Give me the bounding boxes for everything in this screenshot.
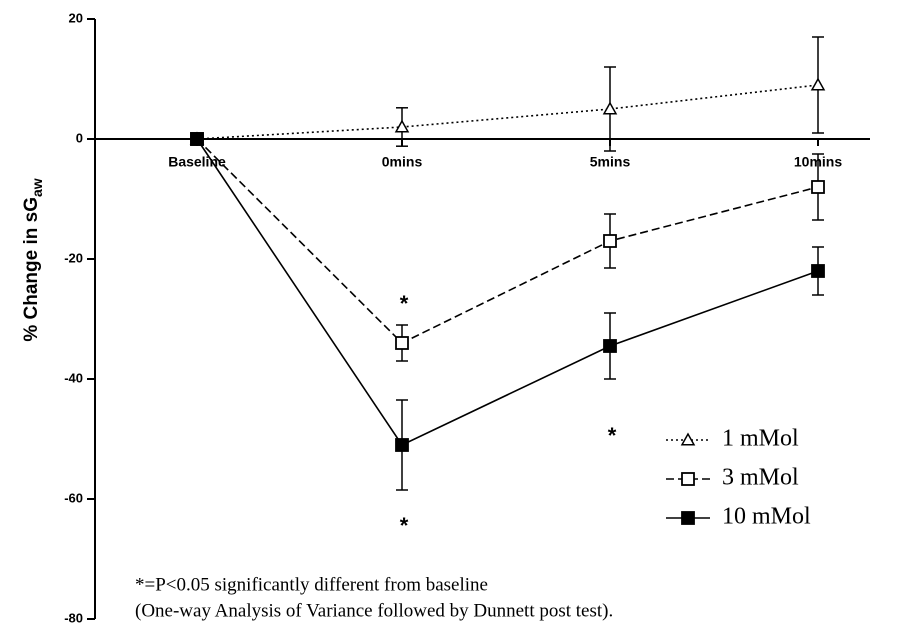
legend-label: 3 mMol [722,465,799,491]
series-line [196,138,819,344]
legend-marker [680,432,696,446]
y-axis-label-text: % Change in sG [21,197,42,342]
data-point [602,101,618,115]
data-point [394,119,410,133]
footnote: *=P<0.05 significantly different from ba… [135,574,488,595]
data-point [811,264,825,278]
data-point [603,339,617,353]
y-tick-label: -40 [64,370,83,385]
series-line [196,138,819,447]
data-point [395,438,409,452]
data-point [810,77,826,91]
x-tick-label: Baseline [168,154,226,170]
footnote: (One-way Analysis of Variance followed b… [135,600,613,621]
y-tick-label: -20 [64,250,83,265]
legend-marker [681,472,695,486]
y-axis-label: % Change in sGaw [21,178,45,341]
legend-marker [681,511,695,525]
x-tick-label: 0mins [382,154,423,170]
data-point [395,336,409,350]
significance-star: * [400,291,409,316]
legend-label: 1 mMol [722,426,799,452]
legend-label: 10 mMol [722,504,811,530]
y-tick-label: -60 [64,490,83,505]
data-point [811,180,825,194]
data-point [603,234,617,248]
x-tick-label: 5mins [590,154,631,170]
y-tick-label: -80 [64,610,83,625]
y-tick-label: 0 [76,130,83,145]
significance-star: * [400,513,409,538]
series-line [196,84,819,140]
data-point [190,132,204,146]
y-axis-label-sub: aw [29,178,45,197]
significance-star: * [608,423,617,448]
y-tick-label: 20 [69,10,83,25]
